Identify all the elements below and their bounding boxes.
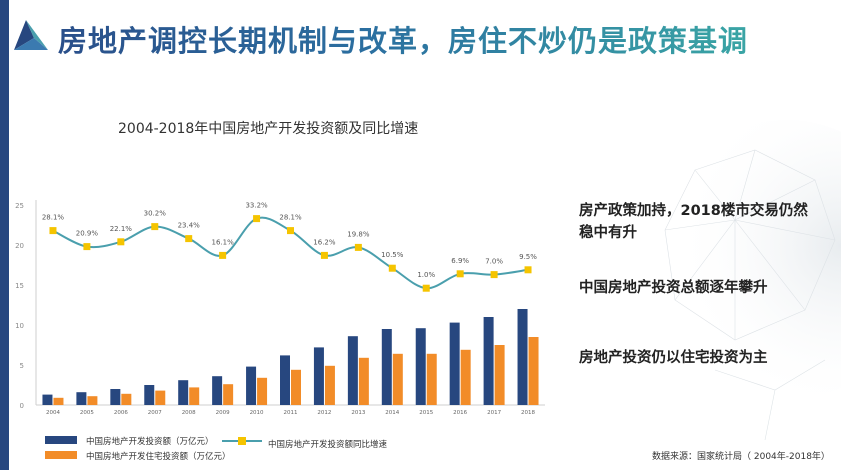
growth-point xyxy=(524,266,532,274)
bar-total xyxy=(313,347,324,405)
growth-point xyxy=(490,271,498,279)
growth-data-label: 30.2% xyxy=(144,210,167,218)
bullet-residential-share: 房地产投资仍以住宅投资为主 xyxy=(579,350,768,366)
growth-data-label: 23.4% xyxy=(178,222,201,230)
x-tick-label: 2007 xyxy=(148,410,162,416)
bar-residential xyxy=(358,357,369,405)
legend-swatch-residential xyxy=(45,451,77,459)
growth-point xyxy=(388,264,396,272)
bar-total xyxy=(483,317,494,405)
growth-data-label: 20.9% xyxy=(76,230,99,238)
growth-point xyxy=(219,251,227,259)
bar-residential xyxy=(426,353,437,405)
left-accent-bar xyxy=(0,0,9,470)
growth-data-label: 33.2% xyxy=(245,202,268,210)
x-tick-label: 2012 xyxy=(317,410,331,416)
slide-title: 房地产调控长期机制与改革，房住不炒仍是政策基调 xyxy=(58,18,748,60)
bar-total xyxy=(381,329,392,405)
bullet-investment-growth: 中国房地产投资总额逐年攀升 xyxy=(579,280,768,296)
y-tick-label: 10 xyxy=(15,322,24,330)
growth-point xyxy=(422,284,430,292)
bar-residential xyxy=(87,396,98,405)
x-tick-label: 2008 xyxy=(182,410,196,416)
bar-residential xyxy=(324,365,335,405)
growth-point xyxy=(320,251,328,259)
bullet-policy: 房产政策加持，2018楼市交易仍然稳中有升 xyxy=(579,203,808,241)
growth-data-label: 28.1% xyxy=(42,214,65,222)
x-tick-label: 2014 xyxy=(385,410,399,416)
x-tick-label: 2013 xyxy=(351,410,365,416)
growth-point xyxy=(117,238,125,246)
bar-residential xyxy=(392,353,403,405)
growth-point xyxy=(354,243,362,251)
x-tick-label: 2005 xyxy=(80,410,94,416)
logo-icon xyxy=(14,20,48,50)
x-tick-label: 2009 xyxy=(216,410,230,416)
bar-residential xyxy=(53,397,64,405)
bar-residential xyxy=(460,349,471,405)
bar-total xyxy=(517,309,528,405)
growth-data-label: 16.1% xyxy=(212,238,235,246)
x-tick-label: 2004 xyxy=(46,410,60,416)
y-tick-label: 5 xyxy=(20,362,24,370)
data-source: 数据来源：国家统计局（ 2004年-2018年） xyxy=(652,452,830,462)
growth-data-label: 9.5% xyxy=(519,253,537,261)
growth-data-label: 28.1% xyxy=(279,214,302,222)
bar-total xyxy=(347,336,358,405)
x-tick-label: 2011 xyxy=(284,410,298,416)
bar-total xyxy=(178,380,189,405)
bar-total xyxy=(280,355,290,405)
growth-data-label: 10.5% xyxy=(381,251,404,259)
legend-label-residential: 中国房地产开发住宅投资额（万亿元） xyxy=(86,452,231,462)
bar-total xyxy=(76,392,87,405)
y-tick-label: 20 xyxy=(15,242,24,250)
bar-total xyxy=(42,394,53,405)
legend-label-growth: 中国房地产开发投资额同比增速 xyxy=(268,440,388,450)
bar-residential xyxy=(121,393,132,405)
bar-total xyxy=(449,322,460,405)
legend-label-total: 中国房地产开发投资额（万亿元） xyxy=(86,437,214,447)
growth-point xyxy=(49,227,57,235)
bar-residential xyxy=(155,390,166,405)
bar-total xyxy=(415,328,426,405)
bar-residential xyxy=(223,384,234,405)
chart-title: 2004-2018年中国房地产开发投资额及同比增速 xyxy=(118,121,419,137)
bar-residential xyxy=(257,377,268,405)
x-tick-label: 2010 xyxy=(250,410,264,416)
growth-data-label: 22.1% xyxy=(110,225,133,233)
growth-point xyxy=(83,243,91,251)
growth-data-label: 1.0% xyxy=(417,271,435,279)
growth-data-label: 16.2% xyxy=(313,238,336,246)
legend-swatch-total xyxy=(45,436,77,444)
decorative-network-graphic xyxy=(645,120,841,441)
growth-point xyxy=(253,215,261,223)
x-tick-label: 2006 xyxy=(114,410,128,416)
growth-point xyxy=(185,235,193,243)
growth-point xyxy=(287,227,294,235)
y-tick-label: 25 xyxy=(15,202,24,210)
y-tick-label: 0 xyxy=(20,402,24,410)
bar-residential xyxy=(494,345,505,405)
y-tick-label: 15 xyxy=(15,282,24,290)
growth-point xyxy=(456,270,464,278)
slide-header: 房地产调控长期机制与改革，房住不炒仍是政策基调 xyxy=(0,0,841,70)
bar-total xyxy=(212,376,223,405)
x-tick-label: 2017 xyxy=(487,410,501,416)
bar-residential xyxy=(189,387,200,405)
bar-total xyxy=(110,389,121,405)
legend-swatch-growth xyxy=(222,437,262,445)
bar-residential xyxy=(528,337,539,405)
bar-total xyxy=(144,385,155,405)
bar-total xyxy=(246,366,257,405)
growth-data-label: 7.0% xyxy=(485,258,503,266)
bar-residential xyxy=(291,369,301,405)
growth-point xyxy=(151,223,159,231)
growth-data-label: 6.9% xyxy=(451,257,469,265)
x-tick-label: 2016 xyxy=(453,410,467,416)
x-tick-label: 2018 xyxy=(521,410,535,416)
growth-data-label: 19.8% xyxy=(347,230,370,238)
x-tick-label: 2015 xyxy=(419,410,433,416)
